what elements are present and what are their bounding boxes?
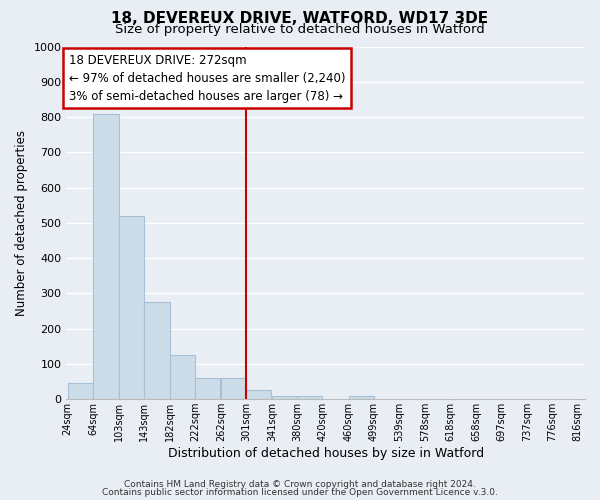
Text: Contains HM Land Registry data © Crown copyright and database right 2024.: Contains HM Land Registry data © Crown c… bbox=[124, 480, 476, 489]
Bar bbox=[170, 355, 194, 399]
Text: 18 DEVEREUX DRIVE: 272sqm
← 97% of detached houses are smaller (2,240)
3% of sem: 18 DEVEREUX DRIVE: 272sqm ← 97% of detac… bbox=[69, 54, 346, 102]
Y-axis label: Number of detached properties: Number of detached properties bbox=[15, 130, 28, 316]
Bar bbox=[349, 396, 374, 399]
Bar bbox=[68, 383, 93, 399]
Bar bbox=[297, 396, 322, 399]
Bar bbox=[246, 390, 271, 399]
Bar bbox=[221, 378, 246, 399]
Bar bbox=[94, 114, 119, 399]
Bar bbox=[272, 396, 297, 399]
Bar bbox=[145, 302, 170, 399]
X-axis label: Distribution of detached houses by size in Watford: Distribution of detached houses by size … bbox=[167, 447, 484, 460]
Bar bbox=[119, 216, 144, 399]
Text: 18, DEVEREUX DRIVE, WATFORD, WD17 3DE: 18, DEVEREUX DRIVE, WATFORD, WD17 3DE bbox=[112, 11, 488, 26]
Text: Contains public sector information licensed under the Open Government Licence v.: Contains public sector information licen… bbox=[102, 488, 498, 497]
Bar bbox=[196, 378, 220, 399]
Text: Size of property relative to detached houses in Watford: Size of property relative to detached ho… bbox=[115, 23, 485, 36]
